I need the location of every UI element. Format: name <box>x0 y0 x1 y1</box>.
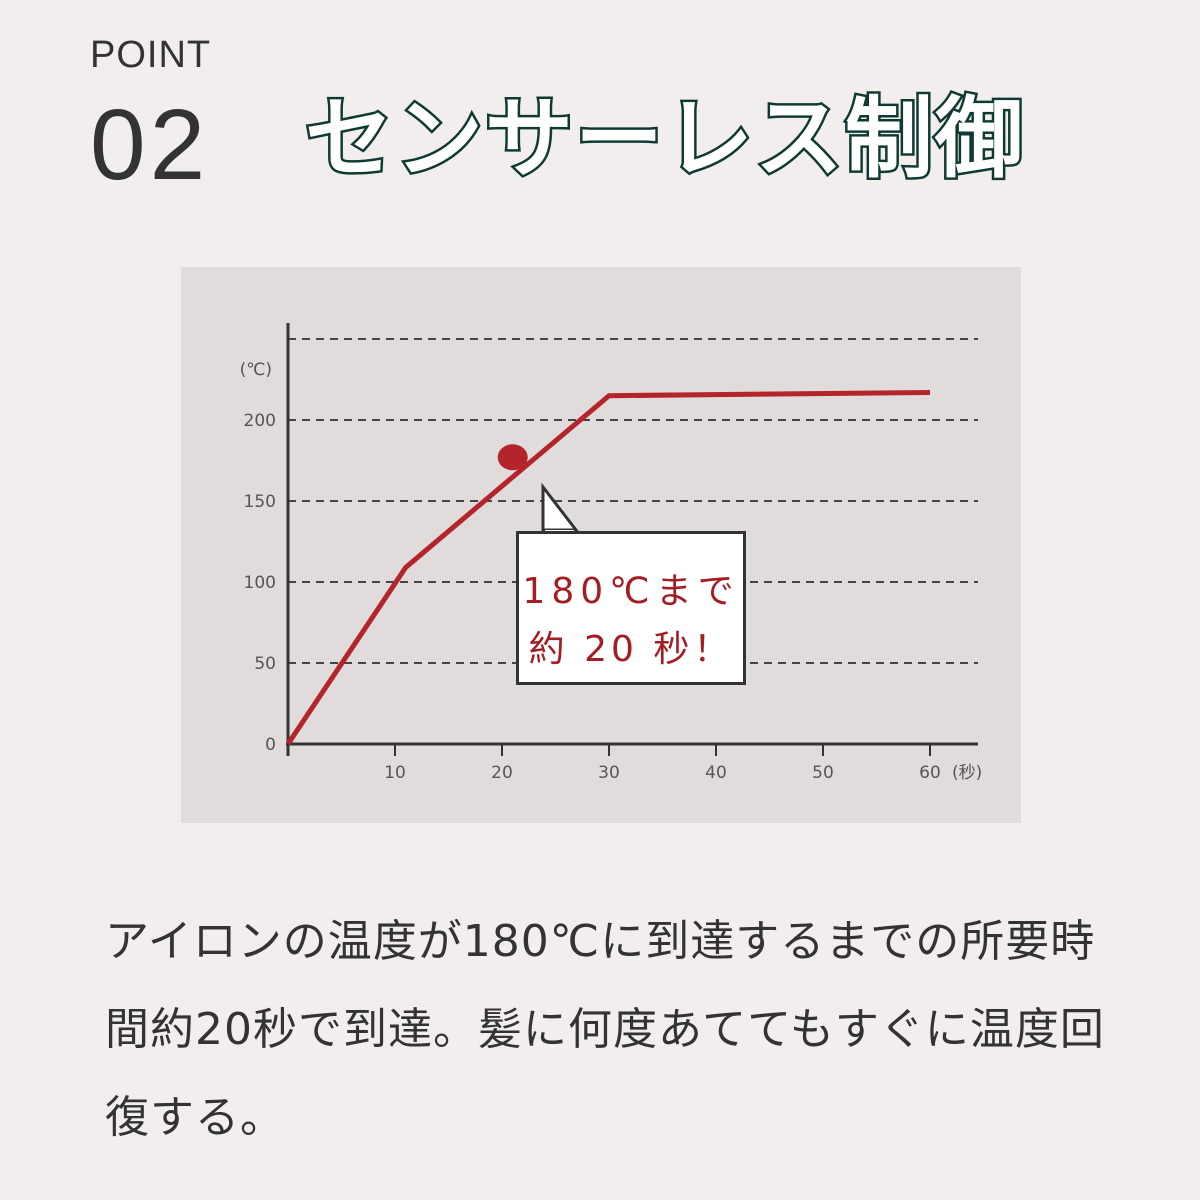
y-tick-label: 200 <box>244 411 276 431</box>
y-tick-label: 150 <box>244 492 276 512</box>
y-tick-label: 50 <box>254 654 276 674</box>
y-tick-label: 0 <box>265 735 276 755</box>
description: アイロンの温度が180℃に到達するまでの所要時間約20秒で到達。髪に何度あてても… <box>105 916 1105 1143</box>
x-tick-label: 30 <box>598 763 620 783</box>
page-title: センサーレス制御 <box>302 85 1026 193</box>
x-tick-label: 10 <box>384 763 406 783</box>
y-tick-label: 100 <box>244 573 276 593</box>
chart-svg: 0 50 100 150 200 10 20 30 40 50 60 (℃) (秒) <box>240 323 982 783</box>
y-axis-label: (℃) <box>240 360 272 380</box>
x-tick-label: 20 <box>491 763 513 783</box>
highlight-marker <box>497 444 528 471</box>
x-tick-label: 40 <box>705 763 727 783</box>
callout-line1: 180℃まで <box>522 571 740 612</box>
callout-line2: 約 20 秒！ <box>528 629 734 670</box>
chart-callout: 180℃まで 約 20 秒！ <box>516 531 746 685</box>
callout-pointer <box>541 482 580 532</box>
x-axis-label: (秒) <box>952 763 982 783</box>
point-number: 02 <box>90 89 210 201</box>
x-tick-label: 50 <box>812 763 834 783</box>
chart: 0 50 100 150 200 10 20 30 40 50 60 (℃) (秒) 180℃まで 約 … <box>181 267 1021 823</box>
point-label: POINT <box>90 34 212 76</box>
series-line <box>285 389 931 746</box>
x-tick-label: 60 <box>919 763 941 783</box>
